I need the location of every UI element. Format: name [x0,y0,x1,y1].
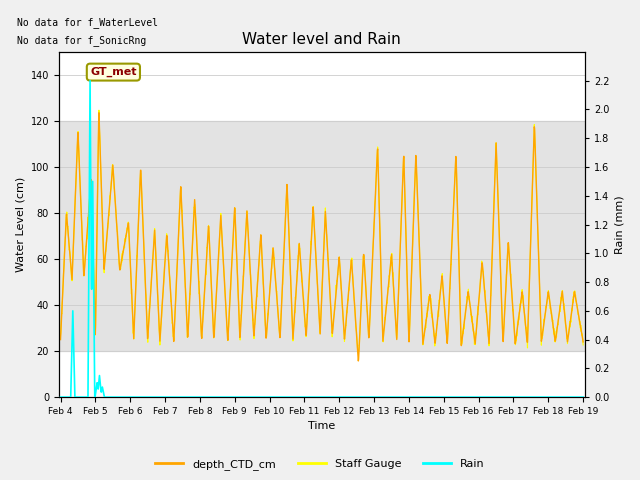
X-axis label: Time: Time [308,421,335,432]
Text: No data for f_WaterLevel: No data for f_WaterLevel [17,17,157,28]
Y-axis label: Water Level (cm): Water Level (cm) [15,177,25,272]
Legend: depth_CTD_cm, Staff Gauge, Rain: depth_CTD_cm, Staff Gauge, Rain [151,455,489,474]
Y-axis label: Rain (mm): Rain (mm) [615,195,625,254]
Bar [59,121,585,351]
Title: Water level and Rain: Water level and Rain [243,32,401,47]
Text: GT_met: GT_met [90,67,136,77]
Text: No data for f_SonicRng: No data for f_SonicRng [17,35,146,46]
